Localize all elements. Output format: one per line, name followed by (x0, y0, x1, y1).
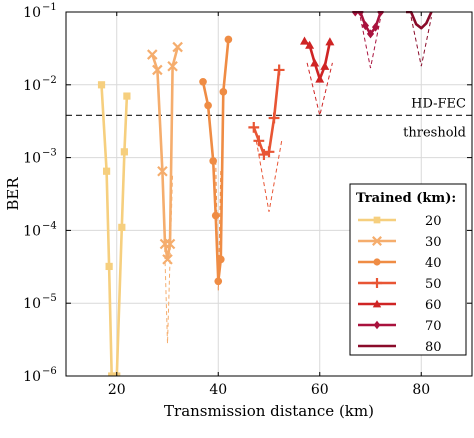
data-point (300, 36, 310, 45)
x-tick-label: 40 (209, 382, 227, 398)
data-point (105, 262, 113, 271)
series-line (406, 11, 433, 30)
legend: Trained (km): 20 30 40 50 60 70 80 (349, 183, 467, 356)
y-tick-label: 10 (23, 296, 41, 312)
data-point (310, 58, 320, 67)
data-point (305, 40, 315, 49)
y-tick-label: 10 (23, 5, 41, 21)
series-line (100, 84, 129, 376)
threshold-label-bottom: threshold (403, 125, 466, 140)
legend-entry: 40 (358, 256, 442, 271)
data-point (366, 29, 375, 39)
data-point (162, 254, 173, 265)
data-point (371, 277, 383, 289)
legend-entry: 80 (358, 340, 442, 355)
data-point (120, 148, 128, 156)
series-group (300, 36, 335, 83)
data-point (216, 255, 225, 264)
data-point (320, 61, 330, 70)
series-line (355, 11, 382, 36)
legend-label: 50 (425, 277, 442, 292)
legend-label: 40 (425, 256, 442, 271)
legend-label: 20 (425, 214, 442, 229)
data-point (172, 41, 183, 53)
data-point (263, 146, 275, 158)
series-group (199, 35, 233, 286)
data-point (214, 277, 223, 286)
data-point (103, 167, 111, 175)
series-group (248, 64, 285, 160)
series-line (201, 39, 230, 283)
y-tick-label: 10 (23, 78, 41, 94)
legend-label: 70 (425, 319, 442, 334)
data-point (108, 372, 116, 376)
legend-entry: 20 (358, 214, 442, 229)
y-tick-exponent: −6 (42, 366, 57, 377)
data-point (167, 60, 178, 72)
threshold-label-top: HD-FEC (411, 96, 466, 111)
legend-label: 30 (425, 235, 442, 250)
legend-title: Trained (km): (356, 191, 456, 206)
y-tick-label: 10 (23, 369, 41, 385)
y-tick-label: 10 (23, 151, 41, 167)
data-point (273, 64, 285, 76)
data-point (219, 88, 228, 96)
data-point (268, 112, 280, 124)
data-point (157, 165, 168, 177)
series-group (406, 11, 433, 30)
data-point (371, 22, 380, 32)
data-point (373, 320, 381, 330)
data-point (373, 216, 381, 224)
x-tick-label: 60 (311, 382, 329, 398)
legend-label: 60 (425, 298, 442, 313)
y-tick-exponent: −4 (42, 220, 57, 231)
data-point (152, 64, 163, 76)
y-tick-exponent: −2 (42, 75, 57, 86)
legend-entry: 70 (358, 319, 442, 334)
data-point (199, 77, 207, 86)
data-point (361, 21, 370, 31)
data-point (372, 299, 382, 308)
y-tick-exponent: −1 (42, 2, 57, 13)
legend-entry: 60 (358, 298, 442, 313)
data-point (253, 135, 265, 147)
data-point (372, 236, 382, 246)
data-point (325, 37, 335, 46)
data-point (204, 101, 212, 110)
data-point (97, 81, 106, 89)
series-group (146, 41, 183, 265)
y-axis-label: BER (4, 177, 22, 211)
x-tick-label: 20 (108, 382, 126, 398)
series-dashed-curve (215, 160, 222, 291)
data-point (248, 121, 260, 133)
x-tick-label: 80 (412, 382, 430, 398)
data-point (224, 35, 233, 44)
legend-entry: 50 (358, 277, 442, 292)
series-dashed-curve (255, 140, 283, 212)
legend-label: 80 (425, 340, 442, 355)
data-point (315, 74, 325, 83)
data-point (146, 49, 158, 60)
data-point (118, 223, 126, 231)
data-point (123, 92, 131, 100)
x-axis-label: Transmission distance (km) (164, 402, 374, 420)
y-tick-exponent: −5 (42, 293, 57, 304)
data-point (164, 238, 176, 250)
series-dashed-curve (410, 16, 432, 67)
data-point (373, 258, 381, 266)
series-dashed-curve (359, 17, 382, 69)
legend-box (349, 183, 467, 356)
y-tick-exponent: −3 (42, 148, 57, 159)
plot-frame (65, 11, 473, 377)
y-tick-label: 10 (23, 223, 41, 239)
data-point (211, 211, 220, 220)
series-line (151, 46, 179, 261)
legend-entry: 30 (358, 235, 442, 250)
series-lines (97, 11, 433, 376)
data-point (209, 157, 217, 165)
